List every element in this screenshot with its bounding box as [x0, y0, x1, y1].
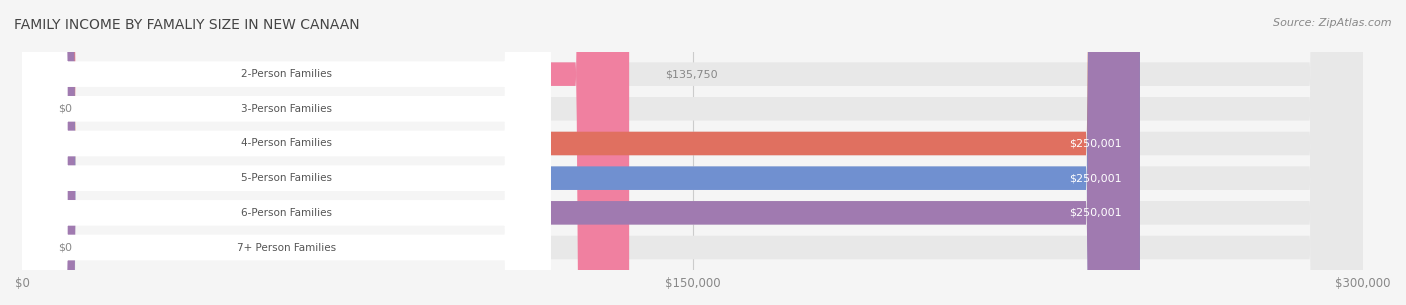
Text: $250,001: $250,001: [1070, 173, 1122, 183]
Text: 4-Person Families: 4-Person Families: [240, 138, 332, 149]
Text: 7+ Person Families: 7+ Person Families: [236, 242, 336, 253]
Text: 6-Person Families: 6-Person Families: [240, 208, 332, 218]
Text: 5-Person Families: 5-Person Families: [240, 173, 332, 183]
Text: $0: $0: [58, 104, 72, 114]
Text: FAMILY INCOME BY FAMALIY SIZE IN NEW CANAAN: FAMILY INCOME BY FAMALIY SIZE IN NEW CAN…: [14, 18, 360, 32]
FancyBboxPatch shape: [22, 0, 550, 305]
FancyBboxPatch shape: [22, 0, 1364, 305]
Text: $250,001: $250,001: [1070, 138, 1122, 149]
FancyBboxPatch shape: [22, 0, 550, 305]
Text: $250,001: $250,001: [1070, 208, 1122, 218]
Text: $135,750: $135,750: [665, 69, 717, 79]
Text: 3-Person Families: 3-Person Families: [240, 104, 332, 114]
FancyBboxPatch shape: [22, 0, 550, 305]
FancyBboxPatch shape: [22, 0, 550, 305]
Text: $0: $0: [58, 242, 72, 253]
FancyBboxPatch shape: [22, 0, 1364, 305]
FancyBboxPatch shape: [22, 0, 550, 305]
FancyBboxPatch shape: [22, 0, 550, 305]
FancyBboxPatch shape: [22, 0, 1364, 305]
FancyBboxPatch shape: [22, 0, 1364, 305]
FancyBboxPatch shape: [22, 0, 1140, 305]
Text: 2-Person Families: 2-Person Families: [240, 69, 332, 79]
FancyBboxPatch shape: [22, 0, 1140, 305]
FancyBboxPatch shape: [22, 0, 1364, 305]
FancyBboxPatch shape: [22, 0, 1140, 305]
Text: Source: ZipAtlas.com: Source: ZipAtlas.com: [1274, 18, 1392, 28]
FancyBboxPatch shape: [22, 0, 628, 305]
FancyBboxPatch shape: [22, 0, 1364, 305]
